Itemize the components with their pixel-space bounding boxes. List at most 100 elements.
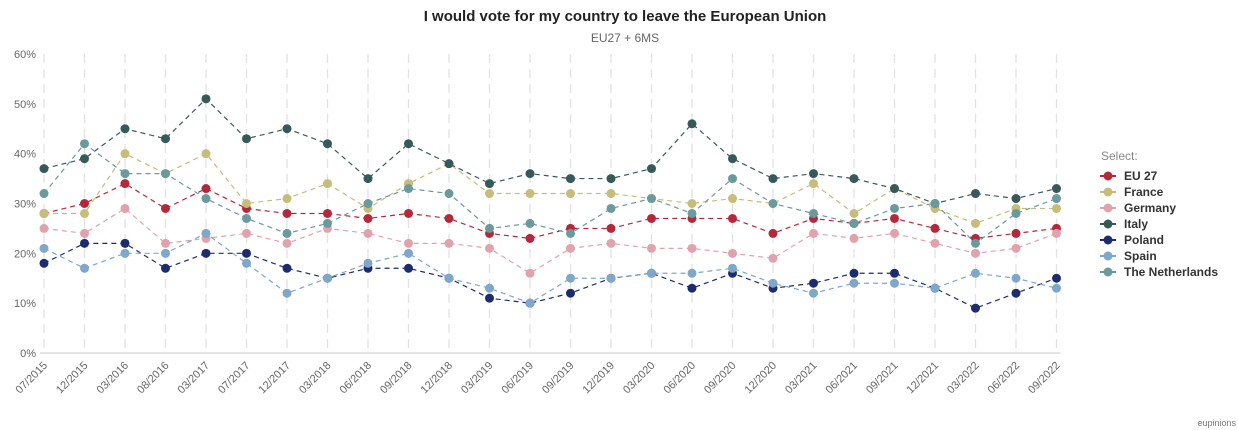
data-point[interactable] (161, 134, 170, 144)
data-point[interactable] (242, 228, 251, 238)
data-point[interactable] (404, 248, 413, 258)
data-point[interactable] (1011, 273, 1021, 283)
data-point[interactable] (809, 288, 818, 298)
data-point[interactable] (890, 228, 899, 238)
data-point[interactable] (809, 169, 818, 179)
data-point[interactable] (687, 243, 697, 253)
data-point[interactable] (971, 303, 980, 313)
data-point[interactable] (1052, 228, 1061, 238)
data-point[interactable] (282, 288, 292, 298)
data-point[interactable] (890, 203, 899, 213)
data-point[interactable] (768, 174, 778, 184)
data-point[interactable] (809, 179, 818, 189)
data-point[interactable] (890, 268, 899, 278)
data-point[interactable] (606, 238, 616, 248)
data-point[interactable] (566, 288, 575, 298)
data-point[interactable] (687, 208, 697, 218)
data-point[interactable] (566, 228, 575, 238)
data-point[interactable] (525, 233, 535, 243)
data-point[interactable] (485, 223, 494, 233)
data-point[interactable] (120, 124, 130, 134)
data-point[interactable] (768, 199, 778, 208)
data-point[interactable] (39, 243, 49, 253)
data-point[interactable] (282, 194, 292, 204)
data-point[interactable] (242, 258, 251, 268)
data-point[interactable] (930, 238, 940, 248)
data-point[interactable] (930, 223, 940, 233)
data-point[interactable] (1052, 283, 1061, 293)
legend-item-italy[interactable]: Italy (1100, 217, 1148, 231)
data-point[interactable] (161, 238, 170, 248)
data-point[interactable] (728, 174, 737, 184)
data-point[interactable] (80, 199, 89, 208)
data-point[interactable] (282, 228, 292, 238)
data-point[interactable] (647, 268, 656, 278)
data-point[interactable] (485, 243, 494, 253)
data-point[interactable] (120, 238, 130, 248)
data-point[interactable] (768, 228, 778, 238)
data-point[interactable] (890, 213, 899, 223)
data-point[interactable] (525, 298, 535, 308)
data-point[interactable] (323, 179, 332, 189)
data-point[interactable] (1052, 273, 1061, 283)
data-point[interactable] (525, 169, 535, 179)
data-point[interactable] (161, 263, 170, 273)
legend-item-france[interactable]: France (1100, 185, 1164, 199)
data-point[interactable] (687, 268, 697, 278)
data-point[interactable] (728, 194, 737, 204)
data-point[interactable] (282, 124, 292, 134)
data-point[interactable] (768, 253, 778, 263)
data-point[interactable] (606, 203, 616, 213)
data-point[interactable] (80, 139, 89, 149)
data-point[interactable] (1011, 208, 1021, 218)
data-point[interactable] (687, 119, 697, 129)
legend-item-eu-27[interactable]: EU 27 (1100, 169, 1158, 183)
data-point[interactable] (323, 218, 332, 228)
data-point[interactable] (363, 258, 373, 268)
data-point[interactable] (444, 189, 454, 199)
data-point[interactable] (566, 174, 575, 184)
data-point[interactable] (525, 218, 535, 228)
data-point[interactable] (404, 184, 413, 194)
data-point[interactable] (1052, 184, 1061, 194)
data-point[interactable] (120, 203, 130, 213)
data-point[interactable] (120, 248, 130, 258)
data-point[interactable] (890, 184, 899, 194)
data-point[interactable] (404, 263, 413, 273)
data-point[interactable] (647, 243, 656, 253)
data-point[interactable] (242, 248, 251, 258)
legend-item-the-netherlands[interactable]: The Netherlands (1100, 265, 1218, 279)
data-point[interactable] (849, 174, 859, 184)
data-point[interactable] (485, 293, 494, 303)
data-point[interactable] (404, 238, 413, 248)
data-point[interactable] (444, 213, 454, 223)
data-point[interactable] (809, 228, 818, 238)
data-point[interactable] (323, 208, 332, 218)
data-point[interactable] (39, 258, 49, 268)
data-point[interactable] (566, 189, 575, 199)
data-point[interactable] (525, 189, 535, 199)
data-point[interactable] (363, 228, 373, 238)
data-point[interactable] (890, 278, 899, 288)
data-point[interactable] (485, 283, 494, 293)
data-point[interactable] (282, 208, 292, 218)
data-point[interactable] (201, 228, 211, 238)
data-point[interactable] (606, 189, 616, 199)
data-point[interactable] (201, 184, 211, 194)
data-point[interactable] (363, 213, 373, 223)
data-point[interactable] (444, 273, 454, 283)
data-point[interactable] (606, 223, 616, 233)
data-point[interactable] (80, 263, 89, 273)
data-point[interactable] (809, 278, 818, 288)
data-point[interactable] (728, 248, 737, 258)
data-point[interactable] (161, 169, 170, 179)
data-point[interactable] (768, 278, 778, 288)
data-point[interactable] (242, 134, 251, 144)
data-point[interactable] (242, 213, 251, 223)
data-point[interactable] (404, 208, 413, 218)
data-point[interactable] (971, 218, 980, 228)
data-point[interactable] (363, 174, 373, 184)
data-point[interactable] (971, 268, 980, 278)
data-point[interactable] (1052, 203, 1061, 213)
data-point[interactable] (120, 169, 130, 179)
